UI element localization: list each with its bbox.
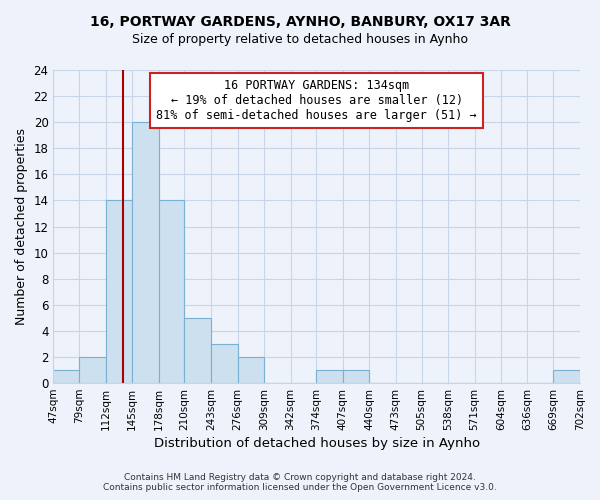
X-axis label: Distribution of detached houses by size in Aynho: Distribution of detached houses by size … [154,437,480,450]
Bar [553,370,580,383]
Text: 16 PORTWAY GARDENS: 134sqm
← 19% of detached houses are smaller (12)
81% of semi: 16 PORTWAY GARDENS: 134sqm ← 19% of deta… [157,80,477,122]
Bar [343,370,370,383]
Text: Contains HM Land Registry data © Crown copyright and database right 2024.
Contai: Contains HM Land Registry data © Crown c… [103,473,497,492]
Bar [184,318,211,383]
Bar [106,200,132,383]
Bar [238,357,264,383]
Bar [53,370,79,383]
Bar [316,370,343,383]
Bar [211,344,238,383]
Bar [132,122,159,383]
Y-axis label: Number of detached properties: Number of detached properties [15,128,28,325]
Bar [79,357,106,383]
Text: 16, PORTWAY GARDENS, AYNHO, BANBURY, OX17 3AR: 16, PORTWAY GARDENS, AYNHO, BANBURY, OX1… [89,15,511,29]
Bar [159,200,184,383]
Text: Size of property relative to detached houses in Aynho: Size of property relative to detached ho… [132,32,468,46]
